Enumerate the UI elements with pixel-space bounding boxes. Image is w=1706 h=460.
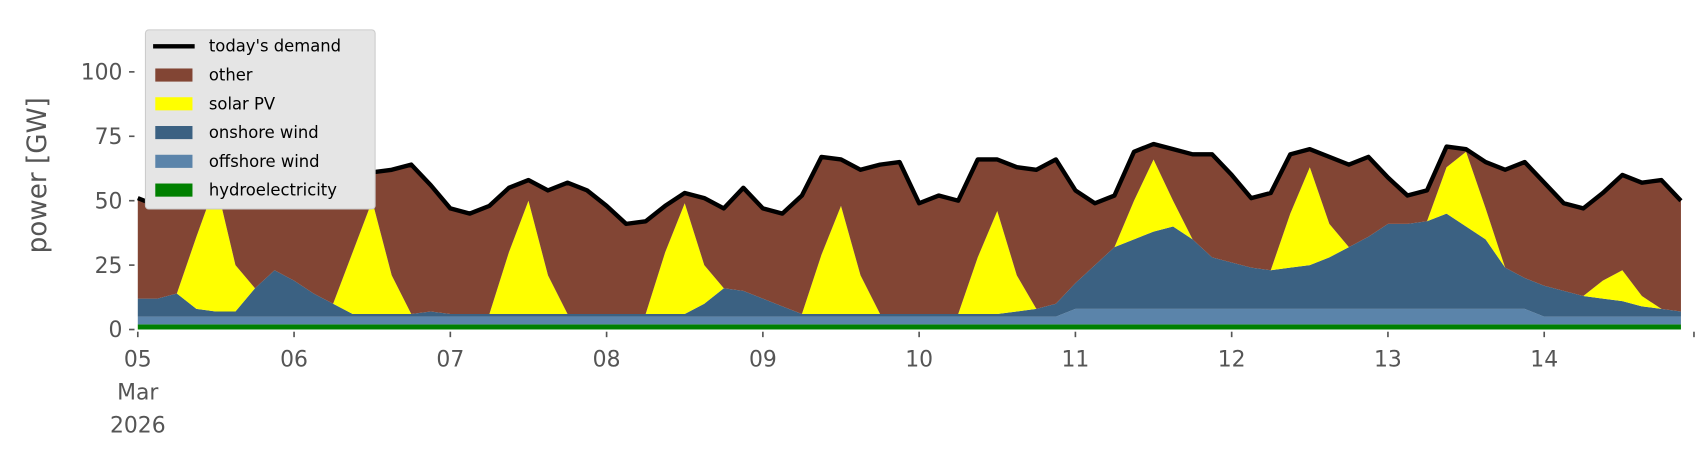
legend-label: other — [209, 66, 253, 85]
y-axis-label: power [GW] — [23, 97, 53, 253]
x-tick-label: 11 — [1061, 348, 1089, 373]
legend-label: today's demand — [209, 37, 341, 56]
x-tick-label: 10 — [905, 348, 933, 373]
x-tick-label: 09 — [749, 348, 777, 373]
legend-swatch — [155, 125, 193, 140]
legend-swatch — [155, 97, 193, 111]
legend-label: solar PV — [209, 94, 276, 113]
area — [137, 324, 1681, 330]
legend-swatch — [155, 68, 193, 82]
x-tick-label: 05 Mar 2026 — [110, 348, 166, 439]
x-tick-label: 14 — [1530, 348, 1558, 373]
y-tick-label: 0 — [109, 318, 123, 343]
legend-swatch — [155, 183, 193, 197]
x-tick-label: 13 — [1374, 348, 1402, 373]
y-tick-label: 75 — [95, 125, 123, 150]
y-tick-label: 25 — [95, 254, 123, 279]
area — [137, 144, 1681, 315]
x-tick-label: 06 — [280, 348, 308, 373]
x-tick-label: 08 — [593, 348, 621, 373]
legend: today's demand other solar PV onshore wind o… — [144, 29, 376, 210]
legend-label: offshore wind — [209, 152, 320, 171]
legend-box — [144, 29, 376, 210]
area — [137, 213, 1681, 317]
area — [137, 151, 1681, 315]
y-tick-label: 100 — [81, 61, 123, 86]
x-tick-label: 07 — [436, 348, 464, 373]
legend-swatch — [155, 154, 193, 168]
demand-line — [136, 141, 1683, 227]
area — [137, 308, 1681, 325]
x-tick-label: 12 — [1218, 348, 1246, 373]
y-tick-label: 50 — [95, 189, 123, 214]
legend-label: hydroelectricity — [209, 181, 337, 200]
legend-label: onshore wind — [209, 123, 319, 142]
